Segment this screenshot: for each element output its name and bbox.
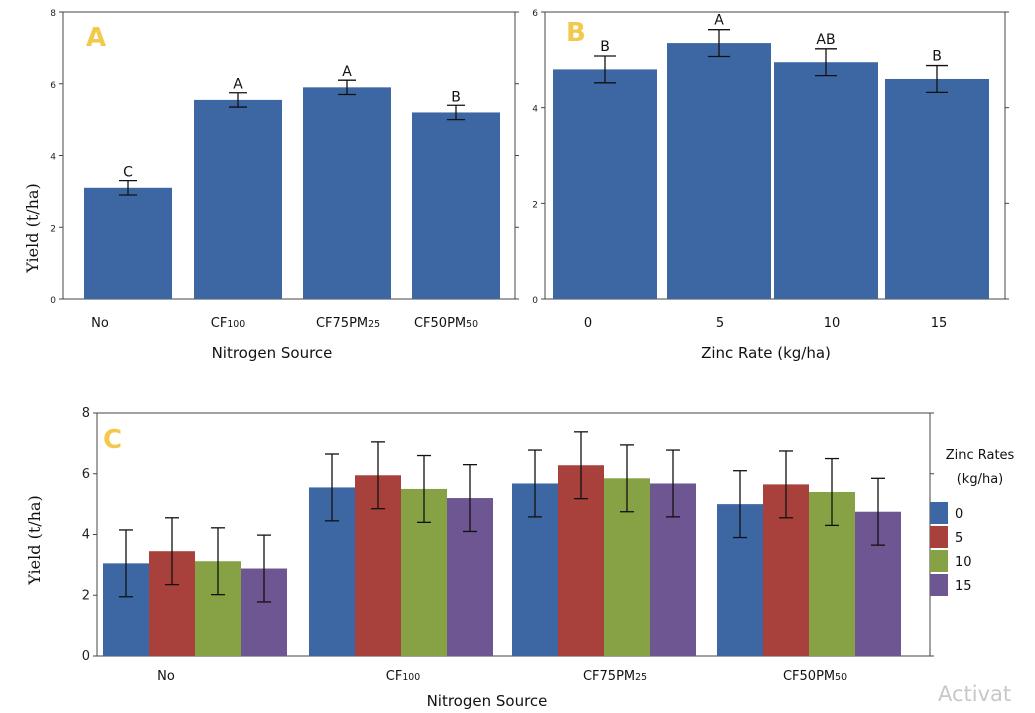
category-label-a-3: CF50PM50 [414, 316, 478, 331]
x-axis-label-c: Nitrogen Source [427, 692, 548, 710]
legend-label-2: 10 [955, 555, 972, 570]
b-y-tick-label-2: 4 [532, 105, 538, 115]
a-y-tick-label-4: 8 [50, 9, 56, 19]
watermark-text: Activat [938, 682, 1011, 706]
significance-letter-b-3: B [932, 49, 942, 65]
category-label-b-0: 0 [584, 316, 592, 331]
b-y-tick-label-1: 2 [532, 200, 538, 210]
c-y-tick-label-0: 0 [82, 649, 90, 664]
y-ticks-b: 0 2 4 6 [532, 9, 545, 306]
y-axis-label-a: Yield (t/ha) [23, 183, 42, 273]
significance-letter-a-2: A [342, 64, 352, 80]
c-y-tick-label-4: 8 [82, 406, 90, 421]
right-ticks-a [515, 11, 519, 300]
category-label-b-2: 10 [824, 316, 841, 331]
categories-c: No CF100 CF75PM25 CF50PM50 [157, 669, 847, 684]
category-label-c-3: CF50PM50 [783, 669, 847, 684]
a-y-tick-label-0: 0 [50, 296, 56, 306]
bar-b-2 [774, 62, 878, 299]
bar-a-0 [84, 187, 172, 299]
legend-items: 0 5 10 15 [930, 502, 972, 596]
panel-label-b: B [566, 18, 586, 48]
legend-label-0: 0 [955, 507, 963, 522]
category-label-b-3: 15 [931, 316, 948, 331]
category-label-c-2: CF75PM25 [583, 669, 647, 684]
bar-b-0 [553, 69, 657, 300]
legend-swatch-1 [930, 526, 948, 548]
significance-letter-b-0: B [600, 39, 610, 55]
legend-c: Zinc Rates (kg/ha) 0 5 10 15 [930, 448, 1015, 596]
categories-a: No CF100 CF75PM25 CF50PM50 [91, 316, 478, 331]
significance-letter-a-1: A [233, 77, 243, 93]
right-ticks-b [1005, 11, 1009, 300]
y-axis-label-c: Yield (t/ha) [25, 495, 44, 585]
bars-c [103, 431, 901, 656]
y-ticks-a: 0 2 4 6 8 [50, 9, 63, 306]
legend-title-line-2: (kg/ha) [957, 472, 1004, 487]
category-label-c-0: No [157, 669, 175, 684]
category-label-a-1: CF100 [211, 316, 245, 331]
c-y-tick-label-1: 2 [82, 588, 90, 603]
bar-b-3 [885, 78, 989, 299]
a-y-tick-label-2: 4 [50, 153, 56, 163]
legend-title-line-1: Zinc Rates [946, 448, 1015, 463]
bar-a-1 [194, 99, 282, 299]
significance-letter-a-3: B [451, 89, 461, 105]
chart-panel-b: 0 2 4 6 B A AB B 0 5 10 15 B Zinc Rate (kg/ha) [532, 9, 1009, 362]
chart-panel-a: 0 2 4 6 8 C A A B No CF100 CF75PM25 CF50PM50 A Yie… [23, 9, 519, 362]
bars-a: C A A B [84, 64, 500, 300]
c-y-tick-label-2: 4 [82, 528, 90, 543]
significance-letter-b-2: AB [816, 32, 835, 48]
category-label-b-1: 5 [716, 316, 724, 331]
bar-b-1 [667, 43, 771, 299]
categories-b: 0 5 10 15 [584, 316, 947, 331]
legend-swatch-3 [930, 574, 948, 596]
panel-label-c: C [103, 425, 122, 455]
legend-swatch-0 [930, 502, 948, 524]
x-axis-label-a: Nitrogen Source [212, 344, 333, 362]
category-label-c-1: CF100 [386, 669, 420, 684]
y-ticks-c: 0 2 4 6 8 [82, 406, 97, 664]
a-y-tick-label-1: 2 [50, 224, 56, 234]
legend-swatch-2 [930, 550, 948, 572]
significance-letter-a-0: C [123, 165, 133, 181]
panel-label-a: A [86, 23, 106, 53]
b-y-tick-label-3: 6 [532, 9, 538, 19]
bars-b: B A AB B [553, 13, 989, 300]
legend-label-1: 5 [955, 531, 963, 546]
category-label-a-2: CF75PM25 [316, 316, 380, 331]
c-y-tick-label-3: 6 [82, 467, 90, 482]
b-y-tick-label-0: 0 [532, 296, 538, 306]
chart-panel-c: 0 2 4 6 8 No CF100 CF75PM25 CF50PM50 C Yield (t… [25, 406, 1015, 710]
legend-label-3: 15 [955, 579, 972, 594]
bar-a-2 [303, 87, 391, 300]
significance-letter-b-1: A [714, 13, 724, 29]
category-label-a-0: No [91, 316, 109, 331]
a-y-tick-label-3: 6 [50, 81, 56, 91]
bar-a-3 [412, 112, 500, 299]
x-axis-label-b: Zinc Rate (kg/ha) [701, 344, 831, 362]
